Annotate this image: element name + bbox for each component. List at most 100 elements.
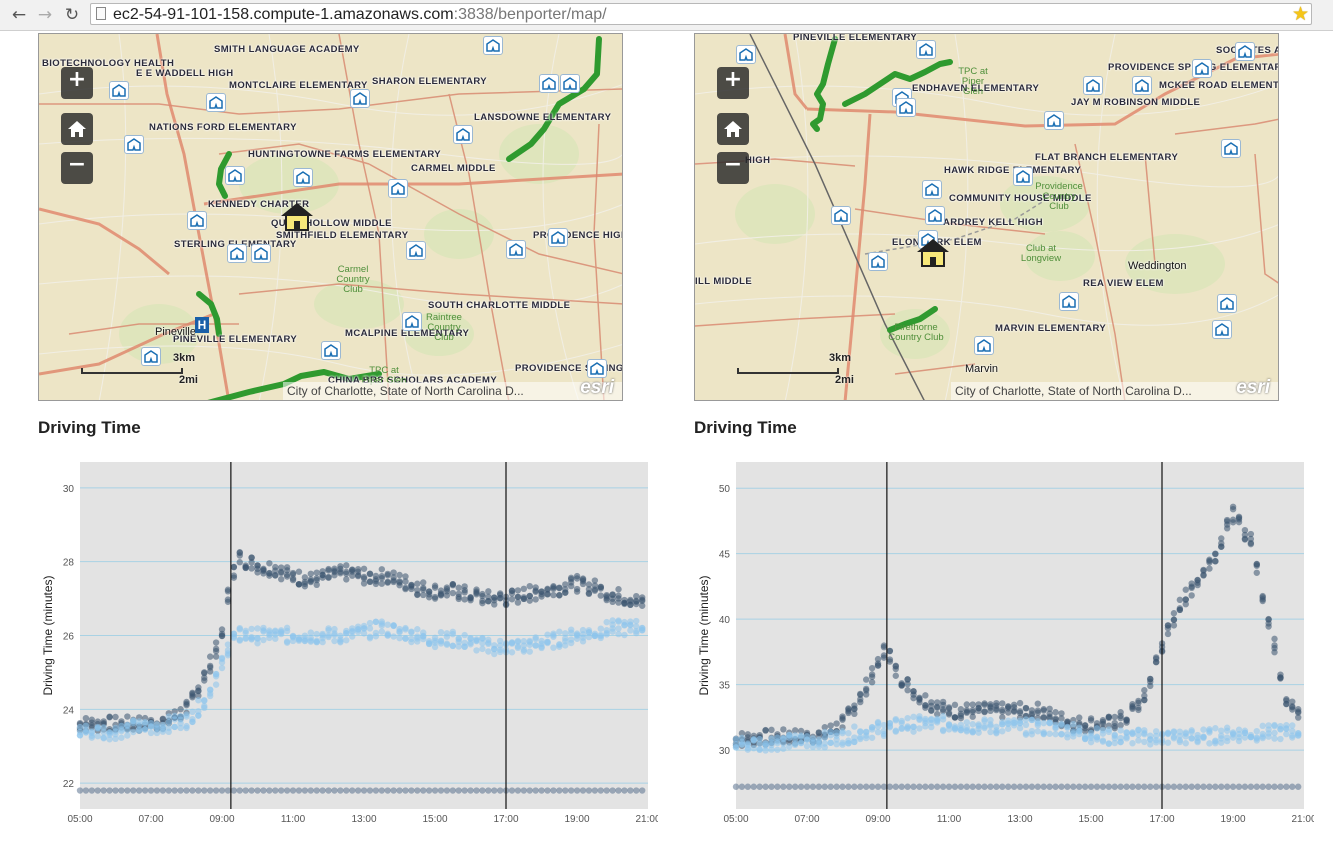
data-point bbox=[1188, 734, 1195, 742]
school-icon[interactable] bbox=[206, 93, 226, 112]
school-icon[interactable] bbox=[539, 74, 559, 93]
map-green-label: Raintree Country Club bbox=[426, 312, 462, 343]
zoom-in-button[interactable]: + bbox=[717, 67, 749, 99]
data-point bbox=[591, 787, 599, 794]
data-point bbox=[248, 635, 255, 642]
map-right[interactable]: PINEVILLE ELEMENTARY SOCRATES ACA PROVID… bbox=[694, 33, 1279, 401]
data-point bbox=[1052, 730, 1059, 738]
school-icon[interactable] bbox=[402, 312, 422, 331]
school-icon[interactable] bbox=[1235, 42, 1255, 61]
home-button[interactable] bbox=[717, 113, 749, 145]
school-icon[interactable] bbox=[321, 341, 341, 360]
data-point bbox=[621, 631, 628, 639]
data-point bbox=[874, 728, 882, 736]
data-point bbox=[425, 588, 433, 595]
data-point bbox=[455, 643, 462, 650]
school-icon[interactable] bbox=[1212, 320, 1232, 339]
school-icon[interactable] bbox=[388, 179, 408, 198]
school-icon[interactable] bbox=[350, 89, 370, 108]
school-icon[interactable] bbox=[293, 168, 313, 187]
data-point bbox=[1081, 727, 1089, 735]
data-point bbox=[1117, 709, 1124, 716]
data-point bbox=[420, 591, 427, 599]
data-point bbox=[272, 571, 279, 579]
zoom-out-button[interactable]: − bbox=[717, 152, 749, 184]
school-icon[interactable] bbox=[548, 228, 568, 247]
url-host: ec2-54-91-101-158.compute-1.amazonaws.co… bbox=[113, 6, 454, 23]
data-point bbox=[910, 783, 917, 790]
data-point bbox=[100, 787, 107, 794]
data-point bbox=[1294, 730, 1302, 737]
school-icon[interactable] bbox=[251, 244, 271, 263]
school-icon[interactable] bbox=[916, 40, 936, 59]
forward-icon[interactable]: → bbox=[37, 5, 53, 25]
zoom-out-button[interactable]: − bbox=[61, 152, 93, 184]
data-point bbox=[153, 724, 161, 731]
school-icon[interactable] bbox=[141, 347, 161, 366]
data-point bbox=[408, 787, 415, 794]
school-icon[interactable] bbox=[831, 206, 851, 225]
data-point bbox=[1070, 783, 1077, 790]
school-icon[interactable] bbox=[225, 166, 245, 185]
data-point bbox=[112, 713, 119, 721]
data-point bbox=[384, 621, 391, 628]
school-icon[interactable] bbox=[506, 240, 526, 259]
school-icon[interactable] bbox=[406, 241, 426, 260]
school-icon[interactable] bbox=[922, 180, 942, 199]
data-point bbox=[1005, 783, 1012, 790]
school-icon[interactable] bbox=[896, 98, 916, 117]
map-left[interactable]: BIOTECHNOLOGY HEALTH E E WADDELL HIGH SM… bbox=[38, 33, 623, 401]
data-point bbox=[880, 727, 888, 735]
back-icon[interactable]: ← bbox=[11, 5, 27, 25]
data-point bbox=[1218, 540, 1225, 547]
school-icon[interactable] bbox=[1217, 294, 1237, 313]
map-label: PINEVILLE ELEMENTARY bbox=[793, 33, 918, 43]
data-point bbox=[378, 628, 386, 635]
data-point bbox=[349, 566, 356, 573]
data-point bbox=[384, 787, 391, 794]
school-icon[interactable] bbox=[868, 252, 888, 271]
scale-km: 3km bbox=[173, 352, 196, 364]
school-icon[interactable] bbox=[736, 45, 756, 64]
school-icon[interactable] bbox=[453, 125, 473, 144]
data-point bbox=[307, 787, 314, 794]
data-point bbox=[141, 726, 149, 733]
data-point bbox=[1259, 722, 1266, 730]
address-bar[interactable]: ec2-54-91-101-158.compute-1.amazonaws.co… bbox=[90, 3, 1312, 25]
school-icon[interactable] bbox=[1221, 139, 1241, 158]
school-icon[interactable] bbox=[1083, 76, 1103, 95]
school-icon[interactable] bbox=[974, 336, 994, 355]
data-point bbox=[993, 723, 1000, 730]
reload-icon[interactable]: ↻ bbox=[64, 5, 80, 25]
school-icon[interactable] bbox=[925, 206, 945, 225]
data-point bbox=[945, 709, 953, 717]
data-point bbox=[473, 647, 480, 654]
data-point bbox=[248, 625, 255, 633]
school-icon[interactable] bbox=[560, 74, 580, 93]
school-icon[interactable] bbox=[227, 244, 247, 263]
school-icon[interactable] bbox=[1059, 292, 1079, 311]
school-icon[interactable] bbox=[124, 135, 144, 154]
data-point bbox=[1046, 730, 1053, 737]
school-icon[interactable] bbox=[1044, 111, 1064, 130]
school-icon[interactable] bbox=[187, 211, 207, 230]
data-point bbox=[1294, 783, 1302, 790]
data-point bbox=[396, 625, 403, 633]
data-point bbox=[975, 704, 982, 712]
school-icon[interactable] bbox=[1132, 76, 1152, 95]
school-icon[interactable] bbox=[109, 81, 129, 100]
bookmark-star-icon[interactable]: ★ bbox=[1291, 3, 1309, 25]
school-icon[interactable] bbox=[1192, 59, 1212, 78]
zoom-in-button[interactable]: + bbox=[61, 67, 93, 99]
school-icon[interactable] bbox=[483, 36, 503, 55]
data-point bbox=[1022, 704, 1030, 712]
data-point bbox=[360, 573, 368, 581]
data-point bbox=[874, 655, 882, 663]
data-point bbox=[550, 585, 557, 593]
data-point bbox=[159, 716, 167, 723]
home-button[interactable] bbox=[61, 113, 93, 145]
y-tick-label: 50 bbox=[719, 484, 731, 495]
data-point bbox=[1265, 722, 1272, 729]
school-icon[interactable] bbox=[587, 359, 607, 378]
school-icon[interactable] bbox=[1013, 167, 1033, 186]
